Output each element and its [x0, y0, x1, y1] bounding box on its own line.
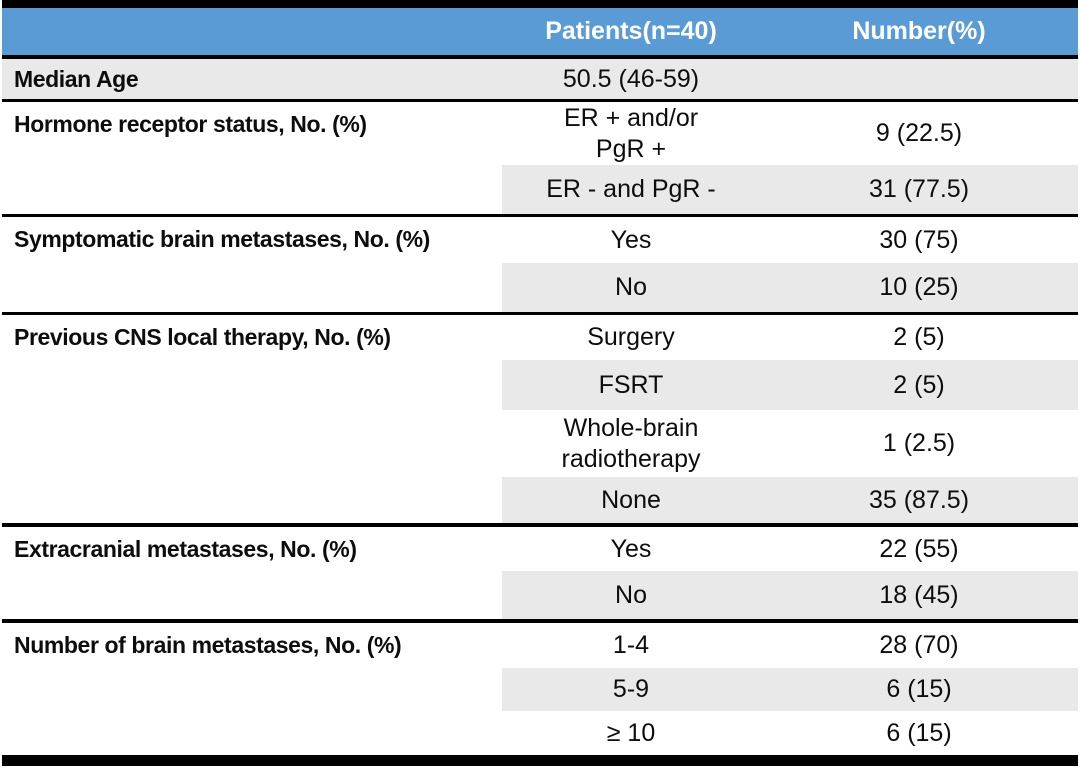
value-cell: FSRT [502, 360, 760, 410]
table-row: FSRT 2 (5) [2, 360, 1078, 410]
header-cell-number: Number(%) [852, 17, 986, 45]
table-row: Hormone receptor status, No. (%) ER + an… [2, 102, 1078, 165]
value-cell: ER + and/or PgR + [563, 103, 699, 163]
section-divider [2, 55, 1078, 59]
number-cell: 6 (15) [760, 668, 1078, 711]
value-cell: ≥ 10 [606, 718, 656, 747]
value-cell: None [502, 477, 760, 523]
table-header-row: Patients(n=40) Number(%) [2, 8, 1078, 55]
number-cell [760, 59, 1078, 99]
value-cell: 1-4 [612, 631, 650, 659]
value-cell: 50.5 (46-59) [502, 59, 760, 99]
table-row: None 35 (87.5) [2, 477, 1078, 523]
table-row: Symptomatic brain metastases, No. (%) Ye… [2, 217, 1078, 263]
section-label-spacer [2, 477, 502, 523]
section-label-spacer [2, 165, 502, 214]
table-bottom-border [2, 755, 1078, 766]
table-row: 5-9 6 (15) [2, 668, 1078, 711]
value-cell: Yes [610, 534, 652, 563]
table-row: Whole-brain radiotherapy 1 (2.5) [2, 410, 1078, 477]
section-divider [2, 99, 1078, 102]
section-label: Extracranial metastases, No. (%) [14, 536, 357, 562]
number-cell: 18 (45) [760, 571, 1078, 619]
section-label-spacer [2, 360, 502, 410]
table-top-border [2, 0, 1078, 8]
value-cell: 5-9 [502, 668, 760, 711]
number-cell: 1 (2.5) [882, 429, 956, 457]
number-cell: 2 (5) [760, 360, 1078, 410]
section-label: Hormone receptor status, No. (%) [14, 111, 367, 137]
value-cell: Yes [610, 225, 652, 254]
table-row: ≥ 10 6 (15) [2, 711, 1078, 755]
number-cell: 9 (22.5) [875, 119, 963, 147]
section-divider [2, 312, 1078, 315]
table-row: No 18 (45) [2, 571, 1078, 619]
number-cell: 2 (5) [893, 323, 945, 351]
number-cell: 28 (70) [879, 631, 959, 659]
number-cell: 10 (25) [760, 263, 1078, 312]
value-cell: No [502, 263, 760, 312]
section-label: Previous CNS local therapy, No. (%) [14, 324, 391, 350]
number-cell: 35 (87.5) [760, 477, 1078, 523]
section-label-spacer [2, 410, 502, 477]
table-row: No 10 (25) [2, 263, 1078, 312]
value-cell: Whole-brain radiotherapy [561, 413, 701, 473]
section-label-spacer [2, 571, 502, 619]
section-label-spacer [2, 263, 502, 312]
table-row: Median Age 50.5 (46-59) [2, 59, 1078, 99]
table-row: Extracranial metastases, No. (%) Yes 22 … [2, 527, 1078, 571]
table-row: Number of brain metastases, No. (%) 1-4 … [2, 623, 1078, 668]
number-cell: 22 (55) [879, 534, 959, 563]
header-cell-empty [2, 8, 502, 55]
section-label: Number of brain metastases, No. (%) [14, 632, 402, 658]
patient-characteristics-table: Patients(n=40) Number(%) Median Age 50.5… [2, 0, 1078, 766]
section-label: Symptomatic brain metastases, No. (%) [14, 226, 430, 252]
number-cell: 30 (75) [879, 225, 959, 254]
section-divider [2, 214, 1078, 217]
section-label-spacer [2, 711, 502, 755]
table-row: Previous CNS local therapy, No. (%) Surg… [2, 315, 1078, 360]
value-cell: No [502, 571, 760, 619]
number-cell: 6 (15) [886, 718, 952, 747]
section-label: Median Age [2, 59, 502, 99]
table-row: ER - and PgR - 31 (77.5) [2, 165, 1078, 214]
section-label-spacer [2, 668, 502, 711]
header-cell-patients: Patients(n=40) [545, 17, 717, 45]
value-cell: ER - and PgR - [502, 165, 760, 214]
section-divider [2, 619, 1078, 623]
value-cell: Surgery [587, 323, 675, 351]
section-divider [2, 523, 1078, 527]
number-cell: 31 (77.5) [760, 165, 1078, 214]
